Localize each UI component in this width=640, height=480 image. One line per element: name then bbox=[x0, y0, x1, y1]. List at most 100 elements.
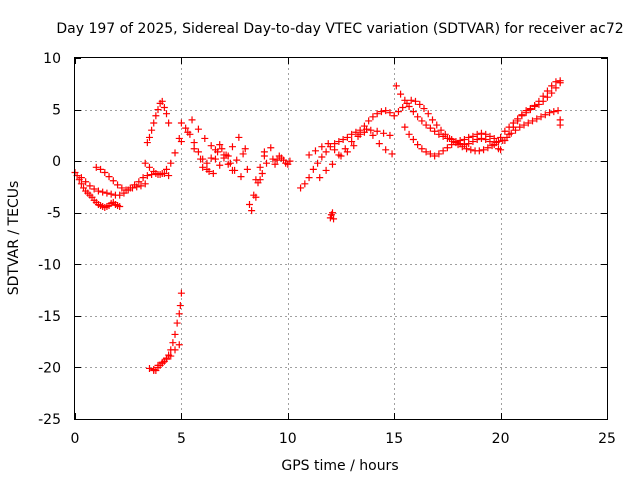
data-point bbox=[399, 104, 407, 112]
data-point bbox=[141, 159, 149, 167]
data-point bbox=[511, 126, 519, 134]
data-point bbox=[269, 155, 277, 163]
data-point bbox=[137, 182, 145, 190]
data-point bbox=[509, 119, 517, 127]
data-point bbox=[252, 176, 260, 184]
data-point bbox=[397, 90, 405, 98]
data-point bbox=[297, 184, 305, 192]
data-point bbox=[505, 123, 513, 131]
data-point bbox=[518, 111, 526, 119]
y-tick-label: -10 bbox=[38, 257, 61, 273]
data-point bbox=[169, 339, 177, 347]
x-tick-label: 15 bbox=[385, 431, 403, 447]
data-point bbox=[533, 115, 541, 123]
data-point bbox=[507, 129, 515, 137]
data-point bbox=[394, 108, 402, 116]
data-point bbox=[475, 147, 483, 155]
data-point bbox=[101, 168, 109, 176]
data-point bbox=[456, 137, 464, 145]
data-point bbox=[331, 146, 339, 154]
data-point bbox=[520, 121, 528, 129]
data-point bbox=[163, 165, 171, 173]
data-point bbox=[541, 111, 549, 119]
data-point bbox=[326, 214, 334, 222]
data-point bbox=[165, 172, 173, 180]
data-point bbox=[350, 142, 358, 150]
data-point bbox=[377, 108, 385, 116]
data-point bbox=[318, 143, 326, 151]
x-tick-label: 25 bbox=[598, 431, 616, 447]
data-point bbox=[105, 173, 113, 181]
data-point bbox=[318, 153, 326, 161]
y-tick-label: 5 bbox=[52, 103, 61, 119]
data-point bbox=[503, 133, 511, 141]
data-point bbox=[131, 181, 139, 189]
data-point bbox=[556, 116, 564, 124]
data-point bbox=[77, 174, 85, 182]
data-point bbox=[118, 184, 126, 192]
data-point bbox=[86, 182, 94, 190]
y-tick-label: -25 bbox=[38, 412, 61, 428]
data-point bbox=[309, 165, 317, 173]
data-point bbox=[90, 185, 98, 193]
data-point bbox=[426, 124, 434, 132]
data-point bbox=[330, 215, 338, 223]
data-point bbox=[177, 119, 185, 127]
y-tick-label: -5 bbox=[47, 206, 61, 222]
data-point bbox=[260, 148, 268, 156]
data-point bbox=[548, 82, 556, 90]
data-point bbox=[516, 123, 524, 131]
data-point bbox=[199, 163, 207, 171]
data-point bbox=[388, 150, 396, 158]
data-point bbox=[450, 138, 458, 146]
data-point bbox=[422, 148, 430, 156]
data-point bbox=[431, 152, 439, 160]
data-point bbox=[352, 128, 360, 136]
data-point bbox=[390, 112, 398, 120]
data-point bbox=[514, 115, 522, 123]
data-point bbox=[97, 165, 105, 173]
data-point bbox=[420, 105, 428, 113]
data-point bbox=[150, 119, 158, 127]
data-point bbox=[243, 165, 251, 173]
data-point bbox=[201, 134, 209, 142]
data-point bbox=[409, 135, 417, 143]
data-point bbox=[484, 144, 492, 152]
data-point bbox=[154, 106, 162, 114]
y-axis-label: SDTVAR / TECUs bbox=[6, 181, 22, 296]
data-point bbox=[207, 142, 215, 150]
data-point bbox=[237, 173, 245, 181]
data-points bbox=[71, 77, 564, 375]
data-point bbox=[433, 121, 441, 129]
data-point bbox=[171, 149, 179, 157]
data-point bbox=[526, 105, 534, 113]
data-point bbox=[160, 104, 168, 112]
data-point bbox=[435, 130, 443, 138]
data-point bbox=[122, 186, 130, 194]
data-point bbox=[552, 84, 560, 92]
data-point bbox=[145, 163, 153, 171]
data-point bbox=[152, 112, 160, 120]
data-point bbox=[375, 140, 383, 148]
data-point bbox=[369, 131, 377, 139]
data-point bbox=[94, 187, 102, 195]
data-point bbox=[273, 156, 281, 164]
data-point bbox=[233, 156, 241, 164]
chart-title: Day 197 of 2025, Sidereal Day-to-day VTE… bbox=[56, 21, 623, 37]
data-point bbox=[99, 188, 107, 196]
data-point bbox=[407, 96, 415, 104]
data-point bbox=[231, 166, 239, 174]
data-point bbox=[382, 107, 390, 115]
data-point bbox=[248, 207, 256, 215]
data-point bbox=[92, 163, 100, 171]
data-point bbox=[465, 133, 473, 141]
data-point bbox=[154, 171, 162, 179]
data-point bbox=[245, 200, 253, 208]
data-point bbox=[256, 163, 264, 171]
data-point bbox=[414, 113, 422, 121]
data-point bbox=[463, 145, 471, 153]
data-point bbox=[271, 160, 279, 168]
data-point bbox=[548, 89, 556, 97]
data-point bbox=[239, 150, 247, 158]
data-point bbox=[177, 138, 185, 146]
